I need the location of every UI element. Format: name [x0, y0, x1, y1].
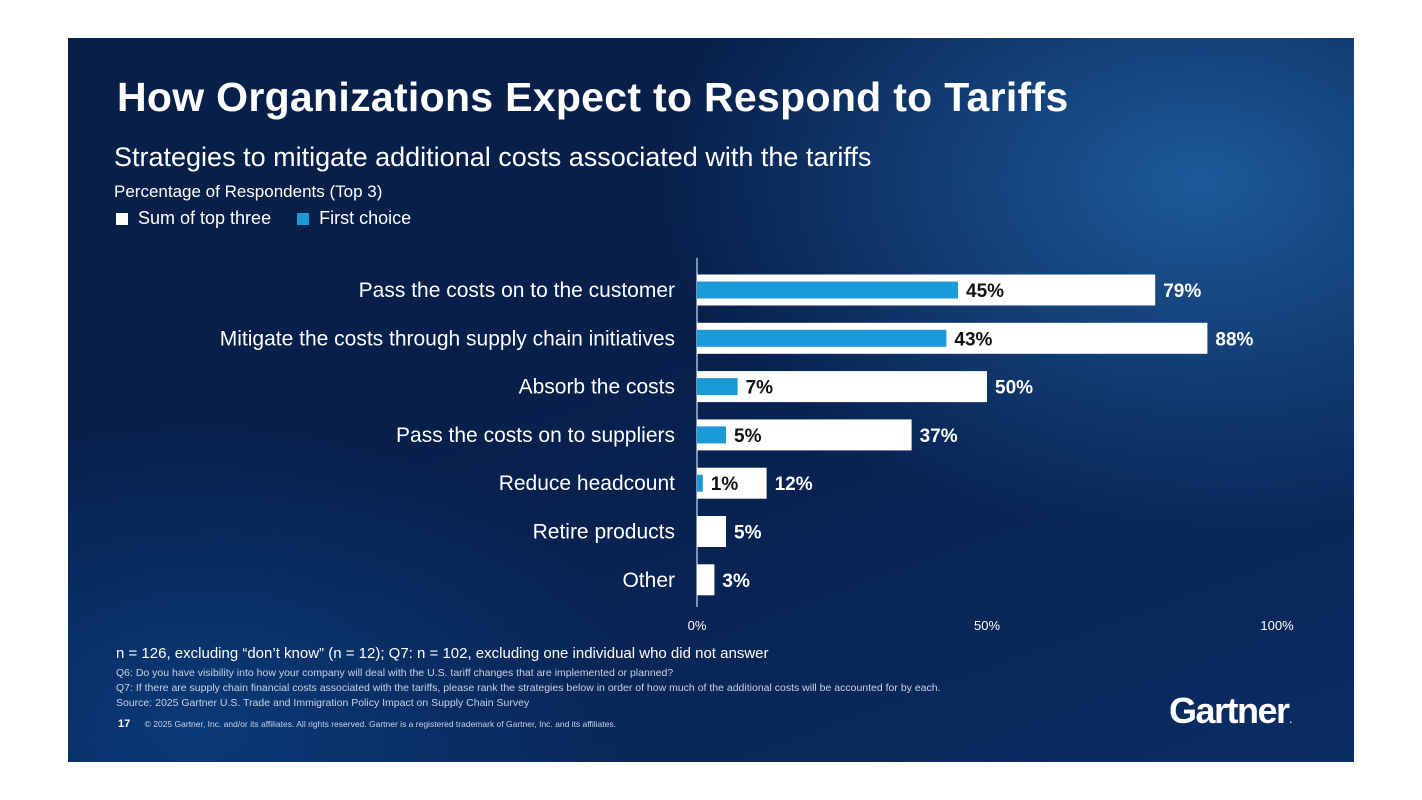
data-label-sum: 88%: [1215, 329, 1253, 350]
logo-text: Gartner: [1169, 690, 1290, 731]
legend-label-first: First choice: [319, 208, 412, 228]
sample-size-note: n = 126, excluding “don’t know” (n = 12)…: [116, 645, 769, 662]
bar-sum-of-top-three: [697, 371, 987, 403]
category-label: Mitigate the costs through supply chain …: [220, 327, 675, 350]
data-label-sum: 3%: [722, 571, 750, 592]
bar-first-choice: [697, 474, 703, 492]
logo-mark: .: [1289, 715, 1293, 725]
legend-swatch-first: [297, 212, 310, 225]
notes: n = 126, excluding “don’t know” (n = 12)…: [116, 645, 941, 711]
legend-swatch-sum: [116, 212, 128, 225]
bar-chart: Pass the costs on to the customer 79% 45% M…: [220, 257, 1294, 633]
slide-title: How Organizations Expect to Respond to T…: [117, 74, 1069, 120]
data-label-sum: 12%: [775, 474, 813, 495]
source-note: Source: 2025 Gartner U.S. Trade and Immi…: [116, 697, 530, 709]
data-label-sum: 5%: [734, 523, 762, 544]
category-label: Retire products: [533, 521, 675, 544]
chart-legend: Sum of top three First choice: [116, 208, 437, 229]
legend-item-first: First choice: [297, 208, 411, 229]
bar-sum-of-top-three: [697, 564, 715, 596]
slide: How Organizations Expect to Respond to T…: [68, 38, 1354, 762]
footer: 17 © 2025 Gartner, Inc. and/or its affil…: [118, 718, 616, 730]
category-label: Pass the costs on to the customer: [359, 279, 675, 302]
legend-item-sum: Sum of top three: [116, 208, 271, 229]
x-tick-label: 0%: [688, 618, 707, 633]
category-label: Absorb the costs: [519, 376, 675, 399]
data-label-sum: 50%: [995, 378, 1033, 399]
data-label-first: 1%: [711, 474, 739, 495]
x-tick-label: 100%: [1260, 618, 1294, 633]
q6-note: Q6: Do you have visibility into how your…: [116, 667, 674, 679]
category-label: Pass the costs on to suppliers: [396, 424, 675, 447]
data-label-first: 5%: [734, 426, 762, 447]
bar-first-choice: [697, 329, 947, 347]
legend-label-sum: Sum of top three: [138, 208, 272, 228]
category-label: Reduce headcount: [499, 472, 675, 495]
bar-sum-of-top-three: [697, 516, 726, 547]
gartner-logo: Gartner.: [1169, 690, 1292, 732]
bar-sum-of-top-three: [697, 467, 767, 499]
data-label-sum: 37%: [920, 426, 958, 447]
bar-first-choice: [697, 426, 726, 444]
page-number: 17: [118, 718, 131, 730]
bar-first-choice: [697, 281, 958, 299]
chart-measure-label: Percentage of Respondents (Top 3): [114, 182, 383, 201]
data-label-sum: 79%: [1163, 281, 1201, 302]
category-label: Other: [622, 569, 675, 592]
bar-sum-of-top-three: [697, 419, 912, 451]
bar-first-choice: [697, 378, 738, 396]
data-label-first: 7%: [746, 378, 774, 399]
data-label-first: 43%: [954, 329, 992, 350]
data-label-first: 45%: [966, 281, 1004, 302]
x-tick-label: 50%: [974, 618, 1000, 633]
q7-note: Q7: If there are supply chain financial …: [116, 682, 941, 694]
copyright-text: © 2025 Gartner, Inc. and/or its affiliat…: [144, 719, 616, 729]
chart-subtitle: Strategies to mitigate additional costs …: [114, 142, 872, 172]
